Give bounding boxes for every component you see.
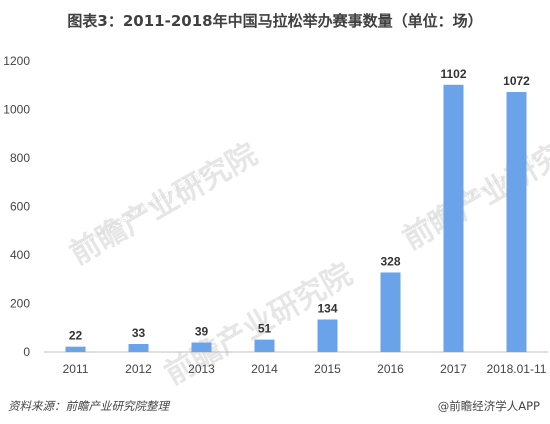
bar bbox=[317, 319, 338, 352]
data-label: 134 bbox=[317, 302, 337, 316]
x-tick-label: 2013 bbox=[188, 362, 215, 376]
data-label: 328 bbox=[380, 254, 400, 268]
data-label: 1102 bbox=[440, 67, 466, 81]
brand-credit: @前瞻经济学人APP bbox=[437, 399, 540, 413]
x-tick-label: 2018.01-11 bbox=[487, 362, 547, 376]
source-note: 资料来源：前瞻产业研究院整理 bbox=[8, 399, 169, 413]
data-label: 51 bbox=[258, 322, 272, 336]
x-tick-label: 2015 bbox=[314, 362, 341, 376]
bar bbox=[254, 339, 275, 352]
y-tick-label: 600 bbox=[10, 200, 30, 214]
bar bbox=[128, 343, 149, 352]
y-tick-label: 800 bbox=[10, 151, 30, 165]
data-label: 22 bbox=[69, 329, 83, 343]
x-tick-label: 2012 bbox=[125, 362, 152, 376]
y-tick-label: 0 bbox=[23, 345, 30, 359]
x-tick-label: 2017 bbox=[440, 362, 467, 376]
y-tick-label: 200 bbox=[10, 297, 30, 311]
x-tick-label: 2016 bbox=[377, 362, 404, 376]
y-tick-label: 1200 bbox=[3, 54, 30, 68]
data-label: 39 bbox=[195, 325, 209, 339]
data-label: 33 bbox=[132, 326, 146, 340]
x-tick-label: 2014 bbox=[251, 362, 278, 376]
chart-title: 图表3：2011-2018年中国马拉松举办赛事数量（单位：场） bbox=[67, 12, 483, 30]
x-tick-label: 2011 bbox=[63, 362, 89, 376]
y-tick-label: 1000 bbox=[3, 103, 30, 117]
y-tick-label: 400 bbox=[10, 248, 30, 262]
bar bbox=[443, 84, 464, 352]
bar bbox=[506, 92, 527, 352]
bar bbox=[191, 342, 212, 352]
bar bbox=[380, 272, 401, 352]
bar bbox=[65, 346, 86, 352]
data-label: 1072 bbox=[503, 74, 530, 88]
